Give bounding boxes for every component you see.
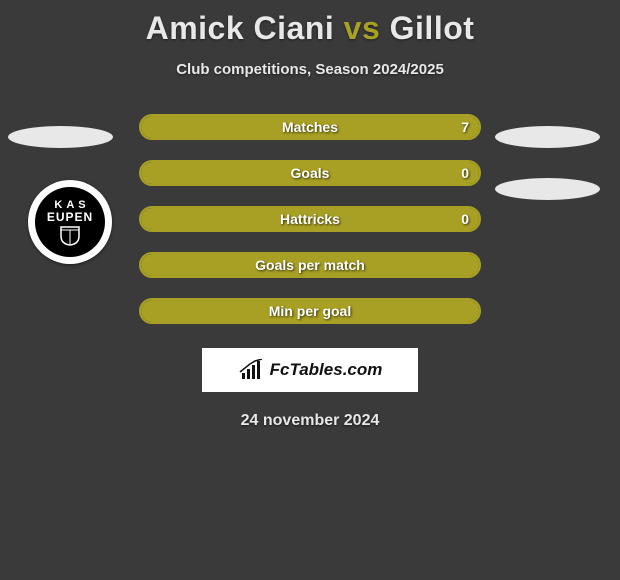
stat-label: Goals per match [255, 257, 365, 273]
stat-value-right: 0 [461, 165, 469, 181]
side-ellipse-right-2 [495, 178, 600, 200]
player1-name: Amick Ciani [146, 10, 335, 46]
comparison-title: Amick Ciani vs Gillot [0, 0, 620, 47]
stat-label: Min per goal [269, 303, 351, 319]
stat-label: Matches [282, 119, 338, 135]
brand-label-rest: Tables.com [289, 360, 382, 379]
stat-row: Goals per match [139, 252, 481, 278]
club-line2: EUPEN [47, 210, 93, 224]
brand-box: FcTables.com [202, 348, 418, 392]
brand-chart-icon [238, 359, 264, 381]
subtitle: Club competitions, Season 2024/2025 [0, 61, 620, 78]
player2-name: Gillot [390, 10, 475, 46]
club-badge: KAS EUPEN [28, 180, 112, 264]
brand-label: FcTables.com [270, 360, 383, 380]
stat-label: Goals [291, 165, 330, 181]
club-badge-inner: KAS EUPEN [35, 187, 105, 257]
brand-label-prefix: Fc [270, 360, 290, 379]
stat-row: Goals 0 [139, 160, 481, 186]
stat-label: Hattricks [280, 211, 340, 227]
stat-row: Matches 7 [139, 114, 481, 140]
stat-value-right: 7 [461, 119, 469, 135]
stat-value-right: 0 [461, 211, 469, 227]
side-ellipse-right-1 [495, 126, 600, 148]
stat-row: Hattricks 0 [139, 206, 481, 232]
snapshot-date: 24 november 2024 [0, 412, 620, 430]
club-shield-icon [59, 226, 81, 246]
vs-text: vs [344, 10, 381, 46]
stat-row: Min per goal [139, 298, 481, 324]
side-ellipse-left-1 [8, 126, 113, 148]
